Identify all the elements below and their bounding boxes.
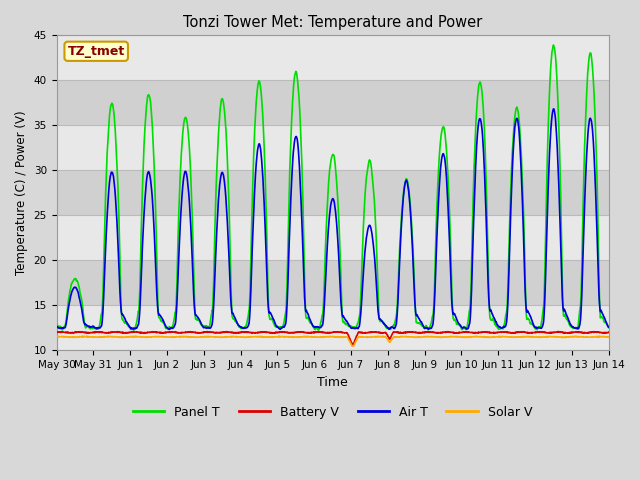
Bar: [56, 36, 609, 80]
Y-axis label: Temperature (C) / Power (V): Temperature (C) / Power (V): [15, 110, 28, 275]
X-axis label: Time: Time: [317, 376, 348, 389]
Bar: [56, 260, 609, 305]
Title: Tonzi Tower Met: Temperature and Power: Tonzi Tower Met: Temperature and Power: [183, 15, 482, 30]
Text: TZ_tmet: TZ_tmet: [68, 45, 125, 58]
Bar: [56, 170, 609, 216]
Legend: Panel T, Battery V, Air T, Solar V: Panel T, Battery V, Air T, Solar V: [128, 401, 537, 424]
Bar: [56, 80, 609, 125]
Bar: [56, 305, 609, 350]
Bar: [56, 125, 609, 170]
Bar: [56, 216, 609, 260]
